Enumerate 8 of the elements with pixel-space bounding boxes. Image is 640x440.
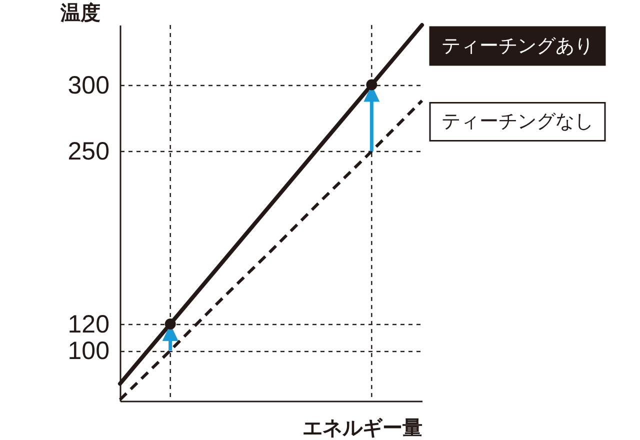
x-axis-title: エネルギー量: [302, 416, 422, 440]
series-label: ティーチングあり: [442, 35, 594, 57]
y-tick-label: 120: [68, 310, 110, 338]
series-label: ティーチングなし: [442, 110, 594, 133]
y-tick-label: 300: [68, 71, 110, 100]
y-axis-title: 温度: [60, 0, 100, 24]
y-tick-label: 250: [68, 138, 110, 166]
y-tick-label: 100: [68, 337, 110, 366]
